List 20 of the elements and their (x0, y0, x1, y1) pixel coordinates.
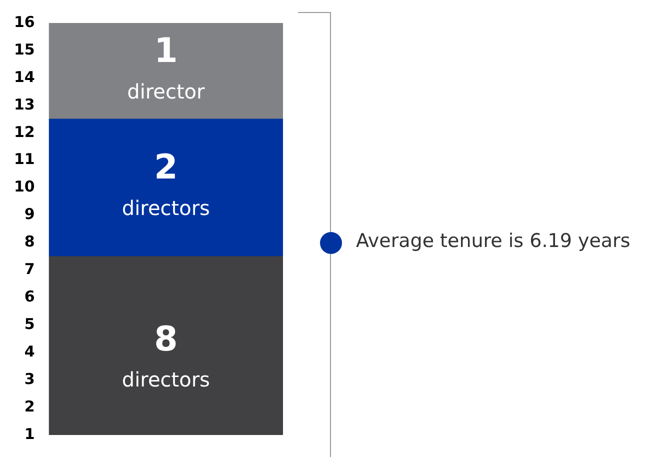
y-tick-label: 7 (24, 260, 35, 278)
series-label: 8 directors (122, 319, 210, 392)
y-tick-label: 9 (24, 205, 35, 224)
y-tick-label: 8 (24, 232, 35, 251)
y-tick-label: 12 (14, 122, 35, 141)
y-tick-label: 13 (14, 95, 35, 114)
y-tick-label: 15 (14, 40, 35, 58)
y-tick-label: 2 (24, 397, 35, 416)
y-tick-label: 14 (14, 68, 35, 86)
series-label: 2 directors (122, 148, 210, 220)
y-tick-label: 1 (24, 424, 35, 443)
y-tick-label: 5 (24, 315, 35, 334)
y-tick-label: 6 (24, 288, 35, 306)
y-tick-label: 3 (24, 370, 35, 388)
text: Average tenure is 6.19 years (356, 230, 630, 252)
y-tick-label: 4 (24, 342, 35, 360)
y-tick-label: 10 (14, 178, 35, 196)
y-tick-label: 16 (14, 12, 35, 31)
series-label: 1 director (127, 30, 206, 104)
y-tick-label: 11 (14, 150, 35, 168)
